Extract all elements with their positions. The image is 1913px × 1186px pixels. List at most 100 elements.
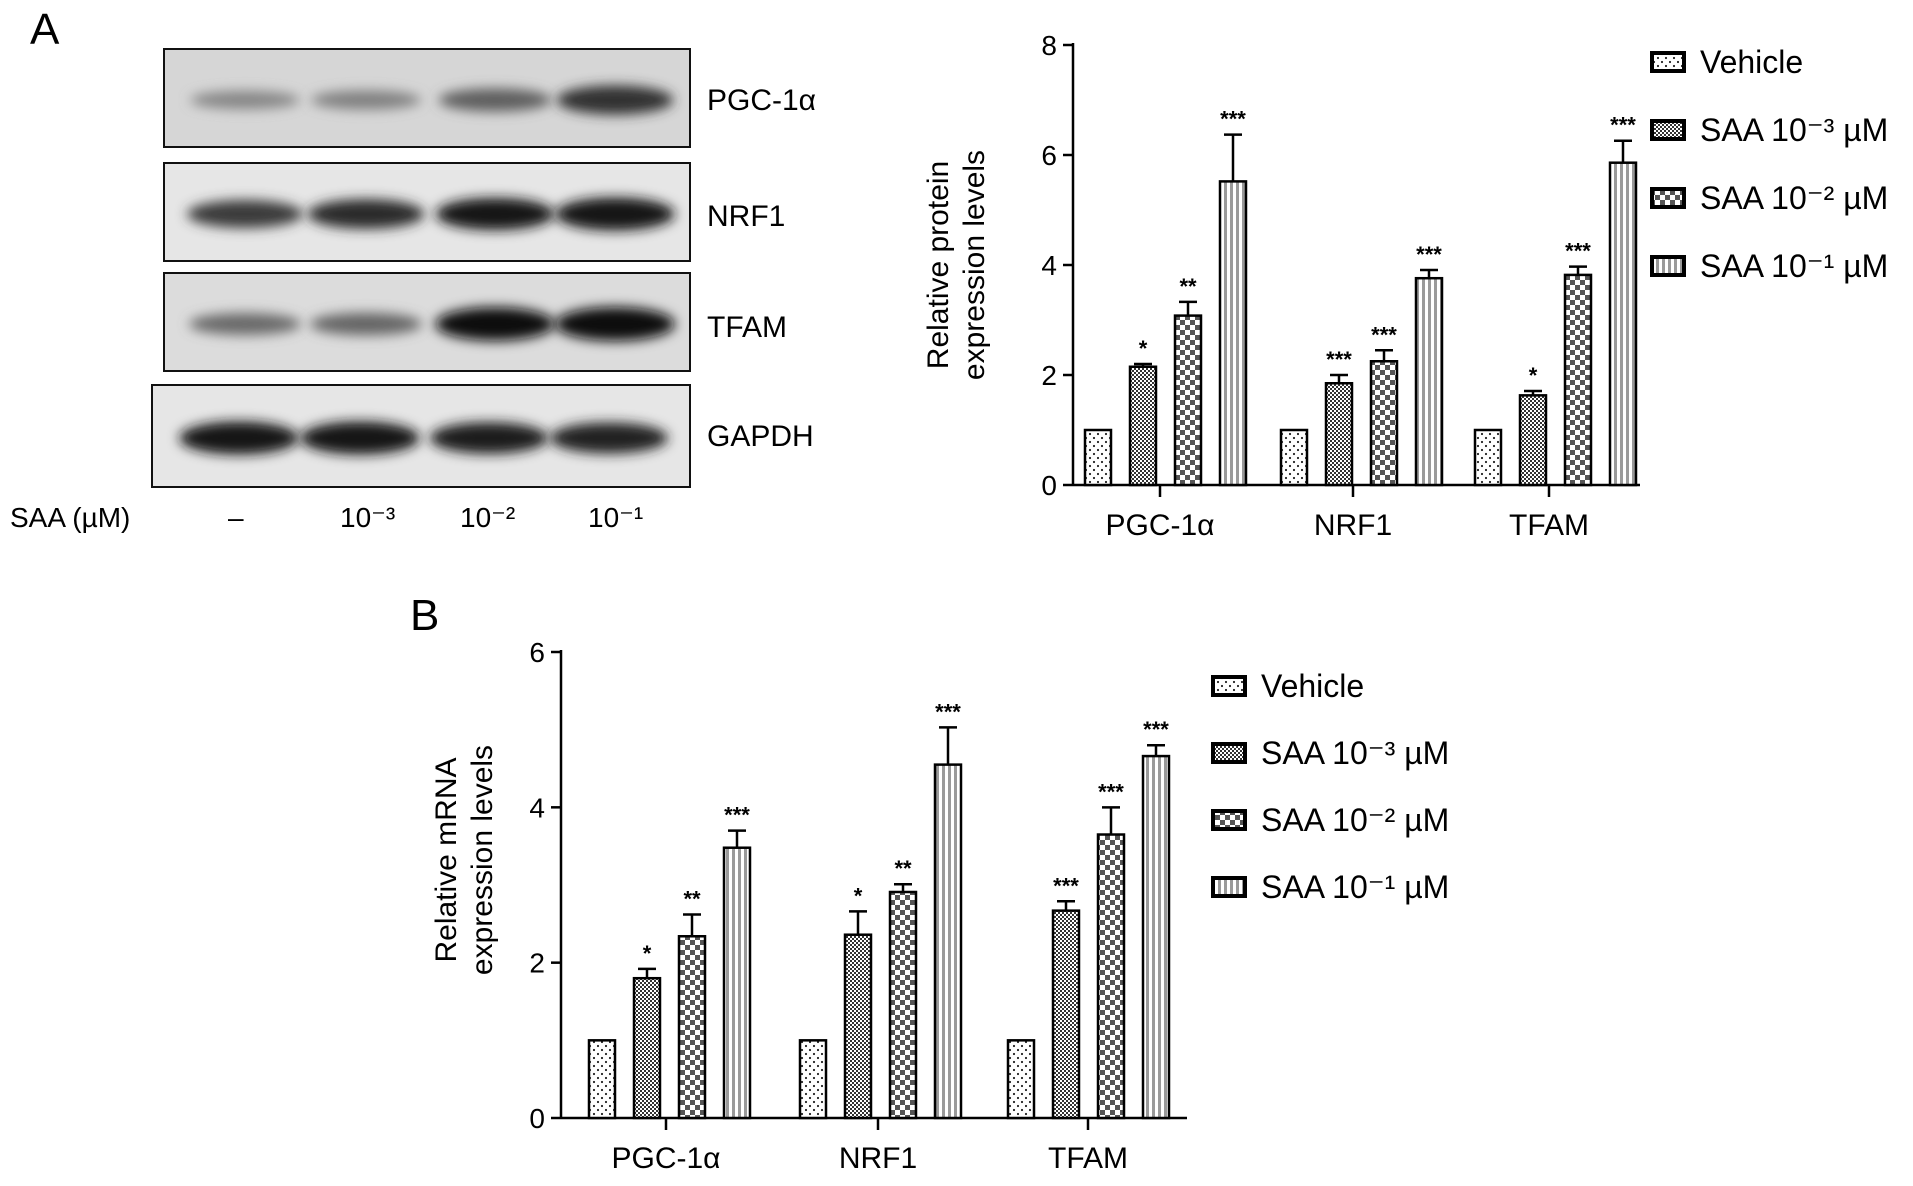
legend-swatch [1650,255,1686,277]
significance-label: * [854,883,863,908]
bar [1141,754,1171,1120]
legend-swatch [1211,675,1247,697]
bar [798,1039,828,1120]
blot-band [435,307,555,341]
blot-label-gapdh: GAPDH [707,420,814,453]
blot-band [309,312,423,336]
y-tick-label: 2 [1041,360,1057,391]
bar [843,933,873,1120]
legend: Vehicle SAA 10⁻³ µM SAA 10⁻² µM SAA 10⁻¹ µM [1211,668,1449,905]
significance-label: *** [935,699,961,724]
blot-band [549,422,669,454]
blot-band [300,421,420,455]
blot-band [187,200,303,228]
blot-band [435,197,555,231]
significance-label: *** [1220,107,1246,132]
y-axis-label: Relative mRNA expression levels [430,745,499,975]
bar [677,935,707,1120]
blot-band [556,85,674,115]
blot-band [307,199,425,229]
bar [1128,365,1158,487]
blot-label-pgc1a: PGC-1α [707,84,817,117]
significance-label: *** [724,803,750,828]
blot-band [189,313,301,335]
legend-label: SAA 10⁻² µM [1261,802,1449,838]
bar [1414,276,1444,487]
legend-label: Vehicle [1700,44,1803,80]
legend-swatch [1650,51,1686,73]
bar [1324,382,1354,487]
blot-label-tfam: TFAM [707,311,787,344]
significance-label: * [643,941,652,966]
significance-label: * [1529,363,1538,388]
bar [1173,314,1203,487]
significance-label: ** [894,856,912,881]
significance-label: ** [683,887,701,912]
y-tick-label: 8 [1041,30,1057,61]
bar [1096,833,1126,1120]
significance-label: *** [1326,347,1352,372]
bar [1369,360,1399,487]
bar [722,846,752,1120]
panel-b-letter: B [410,591,440,640]
legend-swatch [1650,119,1686,141]
y-tick-label: 6 [529,637,545,668]
significance-label: *** [1098,779,1124,804]
bar [1473,428,1503,487]
blot-row-gapdh [151,384,691,488]
category-label: PGC-1α [611,1142,720,1175]
significance-label: *** [1371,322,1397,347]
blot-band [555,307,675,341]
legend-swatch [1211,876,1247,898]
panel-a-letter: A [30,5,60,54]
blot-row-pgc1a [163,48,691,148]
legend-swatch [1211,809,1247,831]
bar [1051,909,1081,1120]
category-label: NRF1 [1314,509,1392,542]
significance-label: *** [1053,873,1079,898]
y-tick-label: 6 [1041,140,1057,171]
y-tick-label: 4 [1041,250,1057,281]
blot-dose-label: – [228,502,244,533]
bar [933,763,963,1120]
legend-label: SAA 10⁻² µM [1700,180,1888,216]
y-axis-label: Relative protein expression levels [922,150,991,380]
legend-label: SAA 10⁻³ µM [1700,112,1888,148]
blot-label-nrf1: NRF1 [707,200,786,233]
legend-label: SAA 10⁻¹ µM [1700,248,1888,284]
category-label: TFAM [1048,1142,1128,1175]
blot-band [190,90,300,110]
category-label: TFAM [1509,509,1589,542]
blot-row-nrf1 [163,162,691,262]
bar [1518,394,1548,487]
legend-swatch [1650,187,1686,209]
blot-band [429,422,549,454]
bar [1608,161,1638,487]
blot-band [179,421,299,455]
blot-row-tfam [163,272,691,372]
significance-label: *** [1610,113,1636,138]
significance-label: ** [1179,274,1197,299]
bar [1006,1039,1036,1120]
significance-label: *** [1565,239,1591,264]
bar [888,890,918,1120]
blot-dose-label: 10⁻¹ [588,502,644,533]
legend-label: Vehicle [1261,668,1364,704]
bar [1083,428,1113,487]
category-label: NRF1 [839,1142,917,1175]
legend: Vehicle SAA 10⁻³ µM SAA 10⁻² µM SAA 10⁻¹ µM [1650,44,1888,284]
significance-label: * [1139,336,1148,361]
legend-label: SAA 10⁻¹ µM [1261,869,1449,905]
bar [587,1039,617,1120]
bar [1218,180,1248,487]
blot-band [555,197,675,231]
legend-label: SAA 10⁻³ µM [1261,735,1449,771]
blot-dose-label: 10⁻² [460,502,516,533]
y-tick-label: 0 [529,1103,545,1134]
y-tick-label: 2 [529,948,545,979]
y-tick-label: 4 [529,792,545,823]
blot-dose-label: 10⁻³ [340,502,396,533]
